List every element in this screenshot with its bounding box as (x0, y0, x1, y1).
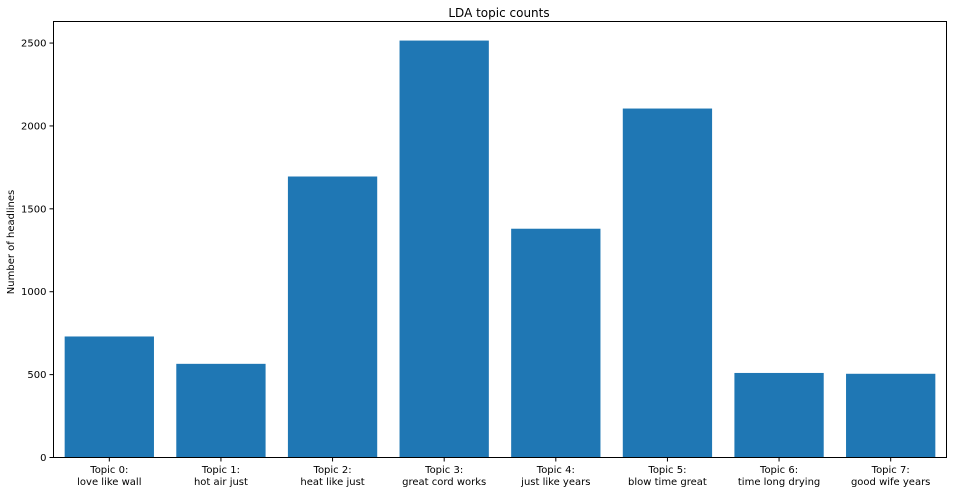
y-tick-label-1: 500 (27, 370, 46, 381)
chart-title: LDA topic counts (448, 6, 549, 20)
x-tick-label-7-line-0: Topic 7: (871, 465, 910, 476)
bar-topic-5 (622, 108, 713, 458)
x-tick-label-3-line-1: great cord works (402, 477, 486, 488)
bar-topic-7 (846, 373, 936, 458)
x-tick-label-4-line-0: Topic 4: (536, 465, 575, 476)
y-tick-label-2: 1000 (21, 287, 46, 298)
bar-topic-6 (734, 372, 824, 458)
bar-topic-2 (287, 176, 378, 458)
bar-topic-0 (64, 336, 154, 458)
x-tick-label-5-line-0: Topic 5: (647, 465, 686, 476)
y-tick-label-4: 2000 (21, 121, 46, 132)
x-tick-label-3-line-0: Topic 3: (424, 465, 463, 476)
x-tick-label-2-line-1: heat like just (300, 477, 364, 488)
y-axis: 0 500 1000 1500 2000 2500 (21, 39, 54, 464)
x-tick-label-0-line-0: Topic 0: (89, 465, 128, 476)
x-tick-label-1-line-0: Topic 1: (201, 465, 240, 476)
y-tick-label-3: 1500 (21, 204, 46, 215)
bar-topic-4 (511, 228, 601, 458)
bar-topic-1 (176, 363, 266, 458)
x-tick-label-1-line-1: hot air just (194, 477, 248, 488)
plot-frame (53, 21, 947, 458)
x-tick-label-4-line-1: just like years (520, 477, 590, 488)
x-tick-label-5-line-1: blow time great (628, 477, 707, 488)
x-axis: Topic 0:love like wall Topic 1:hot air ju… (77, 457, 930, 488)
bar-topic-3 (399, 40, 489, 458)
y-axis-label: Number of headlines (6, 190, 17, 294)
y-tick-label-0: 0 (40, 453, 46, 464)
x-tick-label-6-line-1: time long drying (738, 477, 820, 488)
x-tick-label-2-line-0: Topic 2: (313, 465, 352, 476)
y-tick-label-5: 2500 (21, 39, 46, 50)
x-tick-label-7-line-1: good wife years (851, 477, 930, 488)
x-tick-label-6-line-0: Topic 6: (759, 465, 798, 476)
bars-group (64, 40, 936, 458)
x-tick-label-0-line-1: love like wall (77, 477, 141, 488)
